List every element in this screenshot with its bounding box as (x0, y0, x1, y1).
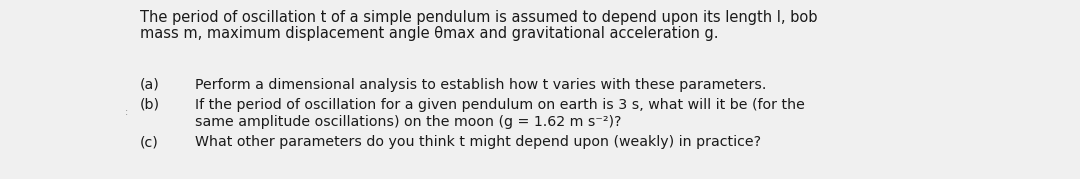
Text: same amplitude oscillations) on the moon (g = 1.62 m s⁻²)?: same amplitude oscillations) on the moon… (195, 115, 621, 129)
Text: Perform a dimensional analysis to establish how t varies with these parameters.: Perform a dimensional analysis to establ… (195, 78, 767, 92)
Text: (a): (a) (140, 78, 160, 92)
Text: What other parameters do you think t might depend upon (weakly) in practice?: What other parameters do you think t mig… (195, 135, 761, 149)
Text: The period of oscillation t of a simple pendulum is assumed to depend upon its l: The period of oscillation t of a simple … (140, 10, 818, 25)
Text: (b): (b) (140, 98, 160, 112)
Text: If the period of oscillation for a given pendulum on earth is 3 s, what will it : If the period of oscillation for a given… (195, 98, 805, 112)
Text: (c): (c) (140, 135, 159, 149)
Text: :: : (125, 107, 129, 117)
Text: mass m, maximum displacement angle θmax and gravitational acceleration g.: mass m, maximum displacement angle θmax … (140, 26, 718, 41)
